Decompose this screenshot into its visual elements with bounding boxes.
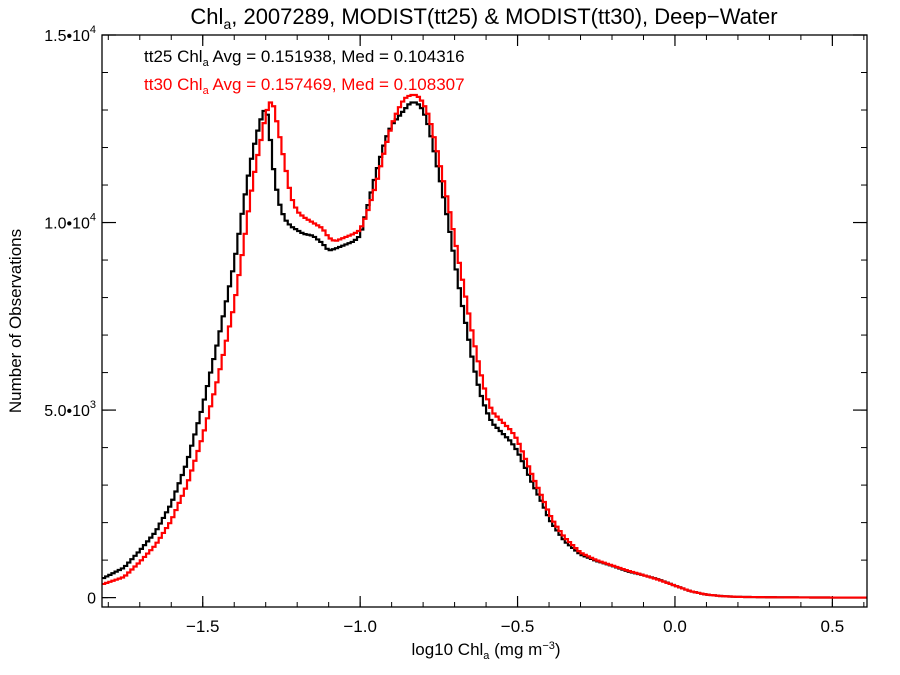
x-tick-label: 0.0 bbox=[663, 617, 687, 636]
x-tick-label: −1.0 bbox=[343, 617, 377, 636]
annotation-tt25-prefix: tt25 Chl bbox=[144, 47, 203, 66]
x-axis-label-rest: (mg m bbox=[489, 640, 542, 659]
y-tick-label-base: 1.0•10 bbox=[44, 216, 90, 233]
x-tick-label: −0.5 bbox=[501, 617, 535, 636]
y-tick-label: 1.0•104 bbox=[44, 212, 96, 233]
y-tick-label-exp: 3 bbox=[90, 399, 96, 411]
annotation-tt25-rest: Avg = 0.151938, Med = 0.104316 bbox=[209, 47, 465, 66]
chart-title-sub: a bbox=[223, 16, 231, 32]
x-axis-label-prefix: log10 Chl bbox=[411, 640, 483, 659]
y-tick-label: 1.5•104 bbox=[44, 24, 96, 45]
x-axis-label-sub: a bbox=[483, 650, 490, 662]
series-group bbox=[102, 93, 867, 599]
y-axis-label: Number of Observations bbox=[6, 229, 25, 413]
annotation-tt30-prefix: tt30 Chl bbox=[144, 75, 203, 94]
annotation-tt30-rest: Avg = 0.157469, Med = 0.108307 bbox=[209, 75, 465, 94]
series-tt30-line bbox=[102, 93, 867, 599]
chart-title-rest: , 2007289, MODIST(tt25) & MODIST(tt30), … bbox=[231, 4, 777, 29]
chart-title: Chla, 2007289, MODIST(tt25) & MODIST(tt3… bbox=[190, 4, 777, 32]
chart-title-prefix: Chl bbox=[190, 4, 223, 29]
x-axis-label-close: ) bbox=[555, 640, 561, 659]
annotation-tt25-sub: a bbox=[203, 57, 210, 69]
y-tick-label: 5.0•103 bbox=[44, 399, 96, 420]
annotation-tt30: tt30 Chla Avg = 0.157469, Med = 0.108307 bbox=[144, 75, 465, 97]
annotation-tt30-sub: a bbox=[203, 85, 210, 97]
y-tick-label-exp: 4 bbox=[90, 212, 96, 224]
y-tick-label-base: 0 bbox=[87, 591, 96, 608]
y-tick-label: 0 bbox=[87, 591, 96, 608]
x-tick-label: −1.5 bbox=[186, 617, 220, 636]
y-tick-label-base: 1.5•10 bbox=[44, 28, 90, 45]
annotations-group: tt25 Chla Avg = 0.151938, Med = 0.104316… bbox=[144, 47, 465, 97]
y-tick-label-base: 5.0•10 bbox=[44, 403, 90, 420]
plot-frame bbox=[101, 34, 868, 608]
x-axis-label: log10 Chla (mg m−3) bbox=[411, 640, 560, 662]
annotation-tt25: tt25 Chla Avg = 0.151938, Med = 0.104316 bbox=[144, 47, 465, 69]
y-tick-label-exp: 4 bbox=[90, 24, 96, 36]
series-tt25-line bbox=[102, 101, 867, 599]
x-axis-label-sup: −3 bbox=[542, 640, 555, 652]
x-tick-label: 0.5 bbox=[821, 617, 845, 636]
